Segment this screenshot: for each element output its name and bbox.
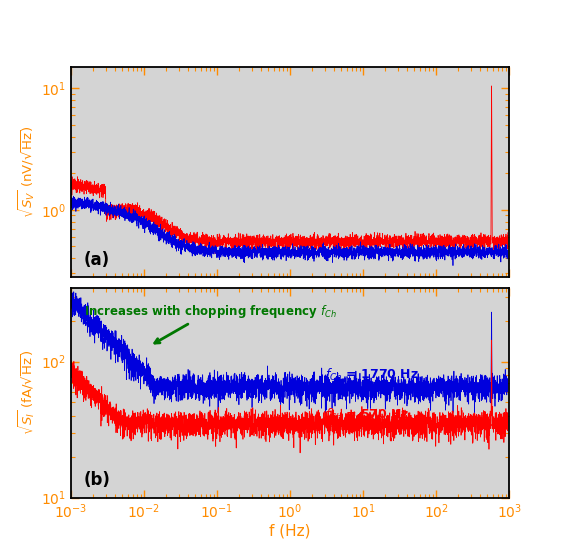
X-axis label: f (Hz): f (Hz) [269, 524, 311, 539]
Text: (a): (a) [84, 250, 110, 269]
Text: $f_{Ch}$ = 1770 Hz: $f_{Ch}$ = 1770 Hz [325, 367, 419, 382]
Text: Increases with chopping frequency $f_{Ch}$: Increases with chopping frequency $f_{Ch… [84, 303, 336, 343]
Y-axis label: $\sqrt{S_V}$ (nV/$\sqrt{\mathrm{Hz}}$): $\sqrt{S_V}$ (nV/$\sqrt{\mathrm{Hz}}$) [17, 126, 38, 219]
Text: (b): (b) [84, 471, 111, 489]
Y-axis label: $\sqrt{S_I}$ (fA/$\sqrt{\mathrm{Hz}}$): $\sqrt{S_I}$ (fA/$\sqrt{\mathrm{Hz}}$) [17, 350, 38, 435]
Text: $f_{Ch}$ = 570 Hz: $f_{Ch}$ = 570 Hz [325, 406, 410, 423]
